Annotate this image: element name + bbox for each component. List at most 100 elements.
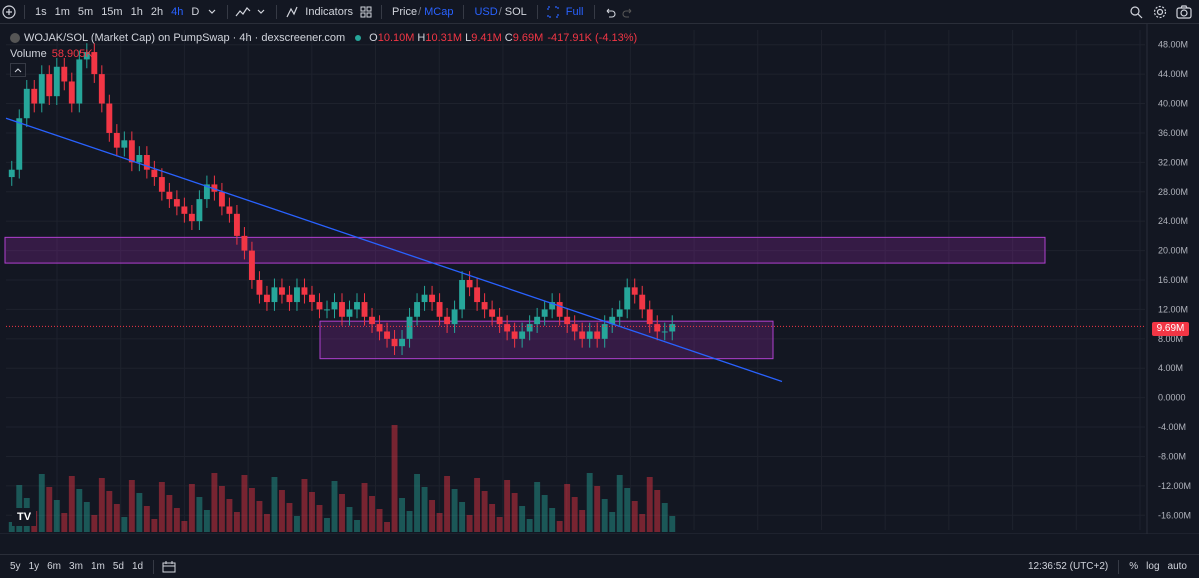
sol-toggle[interactable]: SOL [504, 5, 527, 18]
volume-bar [496, 517, 503, 532]
clock-text[interactable]: 12:36:52 (UTC+2) [1027, 561, 1109, 572]
chart-type-icon[interactable] [234, 3, 252, 21]
candle-body [309, 294, 315, 303]
candle-body [361, 302, 368, 317]
candle-body [294, 287, 300, 303]
volume-bar [526, 519, 533, 532]
range-5y[interactable]: 5y [10, 561, 21, 572]
candle-body [519, 331, 526, 339]
volume-bars [8, 425, 676, 532]
add-symbol-icon[interactable] [0, 3, 18, 21]
undo-icon[interactable] [601, 3, 619, 21]
candle-body [639, 294, 646, 310]
full-button[interactable]: Full [565, 5, 584, 18]
candle-body [609, 316, 616, 325]
volume-bar [384, 522, 390, 532]
candle-body [98, 74, 105, 104]
interval-2h[interactable]: 2h [150, 5, 164, 18]
candle-body [106, 103, 113, 133]
interval-D[interactable]: D [191, 5, 200, 18]
fullscreen-icon[interactable] [544, 3, 562, 21]
volume-bar [504, 480, 511, 532]
volume-bar [121, 517, 128, 532]
candle-body [631, 287, 638, 295]
interval-15m[interactable]: 15m [101, 5, 123, 18]
range-1m[interactable]: 1m [90, 561, 105, 572]
log-toggle[interactable]: log [1146, 561, 1160, 572]
interval-list: 1s 1m 5m 15m 1h 2h 4h D [31, 6, 203, 18]
auto-toggle[interactable]: auto [1167, 561, 1187, 572]
volume-bar [181, 521, 188, 532]
mcap-toggle[interactable]: MCap [424, 5, 454, 18]
range-5d[interactable]: 5d [112, 561, 124, 572]
percent-toggle[interactable]: % [1129, 561, 1139, 572]
layout-grid-icon[interactable] [357, 3, 375, 21]
interval-5m[interactable]: 5m [77, 5, 94, 18]
candle-body [248, 250, 255, 280]
indicators-icon[interactable] [283, 3, 301, 21]
volume-bar [324, 518, 330, 532]
interval-1h[interactable]: 1h [130, 5, 143, 18]
candle-body [53, 66, 60, 97]
candle-body [504, 324, 511, 332]
price-tick-label: -16.00M [1158, 510, 1191, 520]
range-1d[interactable]: 1d [131, 561, 144, 572]
range-6m[interactable]: 6m [47, 561, 62, 572]
range-3m[interactable]: 3m [69, 561, 83, 572]
collapse-legend-icon[interactable] [10, 63, 26, 77]
candle-body [301, 287, 308, 295]
interval-4h[interactable]: 4h [171, 5, 184, 18]
volume-label: Volume [10, 48, 47, 60]
search-icon[interactable] [1127, 3, 1145, 21]
interval-1s[interactable]: 1s [35, 5, 47, 18]
price-toggle[interactable]: Price [392, 5, 418, 18]
volume-bar [601, 499, 608, 532]
volume-bar [151, 519, 158, 532]
candle-body [76, 59, 83, 104]
chevron-down-icon[interactable] [203, 3, 221, 21]
candle-body [474, 287, 481, 303]
camera-icon[interactable] [1175, 3, 1193, 21]
volume-bar [586, 473, 593, 532]
candle-body [143, 155, 150, 170]
volume-bar [128, 480, 135, 532]
price-tick-label: 16.00M [1158, 275, 1188, 285]
volume-bar [376, 509, 383, 532]
volume-bar [91, 515, 98, 532]
candle-body [263, 294, 270, 303]
price-tick-label: -8.00M [1158, 451, 1186, 461]
volume-bar [136, 493, 143, 532]
candle-body [61, 66, 68, 82]
candle-body [549, 302, 556, 310]
candle-body [564, 316, 571, 325]
interval-1m[interactable]: 1m [54, 5, 70, 18]
price-tick-label: 0.0000 [1158, 393, 1186, 403]
range-1y[interactable]: 1y [28, 561, 40, 572]
volume-bar [286, 503, 293, 532]
candle-body [496, 316, 503, 325]
volume-bar [369, 496, 375, 532]
tradingview-logo-icon[interactable]: TV [12, 508, 36, 526]
date-range-icon[interactable] [160, 558, 178, 576]
symbol-title[interactable]: WOJAK/SOL (Market Cap) on PumpSwap · 4h … [24, 32, 346, 44]
candle-body [376, 324, 383, 332]
candle-body [218, 191, 225, 207]
redo-icon[interactable] [619, 3, 637, 21]
candle-body [91, 52, 98, 75]
volume-bar [466, 515, 473, 532]
usd-toggle[interactable]: USD [474, 5, 498, 18]
settings-icon[interactable] [1151, 3, 1169, 21]
volume-bar [459, 502, 466, 532]
volume-bar [436, 513, 443, 532]
candle-body [421, 294, 428, 303]
candle-body [624, 287, 631, 310]
volume-bar [624, 488, 631, 532]
chevron-down-icon[interactable] [252, 3, 270, 21]
price-chart[interactable]: 48.00M 44.00M 40.00M 36.00M 32.00M 28.00M 24.0… [0, 24, 1199, 534]
candle-body [331, 302, 338, 310]
volume-bar [406, 511, 413, 532]
candle-body [466, 280, 473, 288]
candle-body [406, 316, 413, 339]
indicators-button[interactable]: Indicators [305, 5, 353, 18]
candle-body [23, 88, 30, 119]
